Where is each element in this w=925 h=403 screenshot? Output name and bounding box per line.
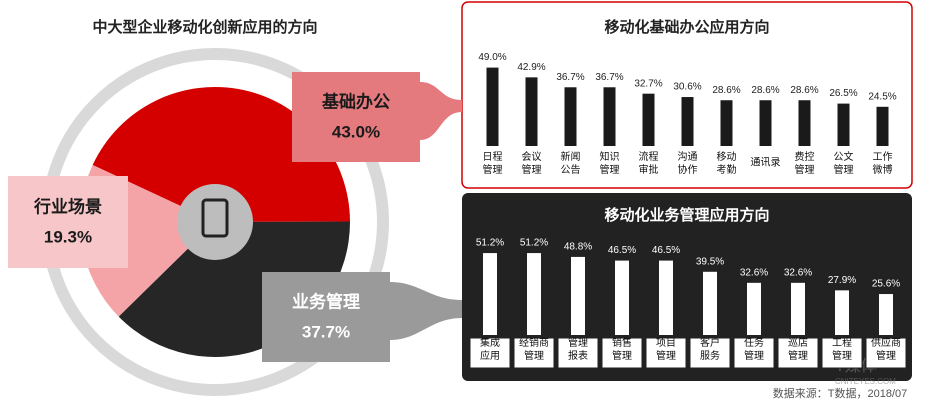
chart-title: 中大型企业移动化创新应用的方向 [92,18,317,36]
connector [420,82,462,140]
bar [837,103,850,146]
bar [791,282,805,335]
bar [659,260,673,335]
data-label: 46.5% [652,245,680,256]
x-tick-label: 集成应用 [480,336,500,362]
data-label: 28.6% [712,85,740,96]
label-cell [865,337,907,369]
label-cell [821,337,863,369]
data-label: 32.6% [784,267,812,278]
bar [747,282,761,335]
center-badge [177,184,253,260]
label-cell [777,337,819,369]
bar [720,100,733,146]
bar [681,97,694,146]
bar [525,77,538,146]
bar [876,106,889,146]
x-tick-label: 通讯录 [751,157,781,169]
watermark: CNITEYES.COM [835,377,896,386]
data-label: 36.7% [556,72,584,83]
data-label: 43.0% [332,122,380,141]
x-tick-label: 任务管理 [744,336,764,362]
x-tick-label: 新闻公告 [561,150,581,176]
label-box [292,72,420,162]
bar [703,271,717,335]
x-tick-label: 管理报表 [568,336,588,362]
legend-label: 行业场景 [33,196,102,216]
label-cell [557,337,599,369]
legend-label: 业务管理 [292,291,360,311]
data-label: 51.2% [476,238,504,249]
data-label: 42.9% [517,62,545,73]
data-label: 32.6% [740,267,768,278]
x-tick-label: 经销商管理 [519,336,549,362]
x-tick-label: 沟通协作 [678,150,698,176]
bar [564,87,577,146]
label-cell [645,337,687,369]
bar [527,253,541,335]
chart-title: 移动化基础办公应用方向 [604,18,769,36]
bar [835,290,849,335]
label-box [262,272,390,362]
chart-title: 移动化业务管理应用方向 [604,206,769,224]
x-tick-label: 工程管理 [832,337,852,362]
bar [615,260,629,335]
data-label: 25.6% [872,279,900,290]
bar [483,253,497,335]
x-tick-label: 流程审批 [639,150,659,176]
x-tick-label: 巡店管理 [788,336,808,362]
label-cell [513,337,555,369]
x-tick-label: 知识管理 [600,150,620,176]
data-label: 48.8% [564,242,592,253]
x-tick-label: 公文管理 [834,150,854,176]
data-label: 30.6% [673,82,701,93]
label-cell [469,337,511,369]
data-label: 51.2% [520,238,548,249]
tablet-icon [201,198,229,238]
data-label: 19.3% [44,227,92,246]
data-label: 32.7% [634,78,662,89]
x-tick-label: 供应商管理 [871,336,901,362]
x-tick-label: 销售管理 [612,336,632,362]
data-label: 27.9% [828,275,856,286]
x-tick-label: 费控管理 [795,150,815,176]
label-cell [689,337,731,369]
bar [759,100,772,146]
x-tick-label: 日程管理 [483,151,503,176]
source: 数据来源：T数据，2018/07 [773,386,907,400]
pie-slice [92,86,350,222]
label-box [8,176,128,268]
x-tick-label: 工作微博 [873,151,893,176]
data-label: 49.0% [478,52,506,63]
data-label: 28.6% [790,85,818,96]
x-tick-label: 项目管理 [656,337,676,362]
bar [571,256,585,335]
bar [603,87,616,146]
x-tick-label: 客户服务 [700,336,720,362]
data-label: 36.7% [595,72,623,83]
bar [642,93,655,146]
bar [879,294,893,335]
data-label: 37.7% [302,322,350,341]
data-label: 24.5% [868,91,896,102]
label-cell [601,337,643,369]
connector [390,282,462,340]
data-label: 46.5% [608,245,636,256]
x-tick-label: 会议管理 [522,150,542,176]
data-label: 28.6% [751,85,779,96]
data-label: 39.5% [696,256,724,267]
data-label: 26.5% [829,88,857,99]
label-cell [733,337,775,369]
legend-label: 基础办公 [321,91,390,111]
bar [486,67,499,146]
bar [798,100,811,146]
x-tick-label: 移动考勤 [717,150,737,176]
